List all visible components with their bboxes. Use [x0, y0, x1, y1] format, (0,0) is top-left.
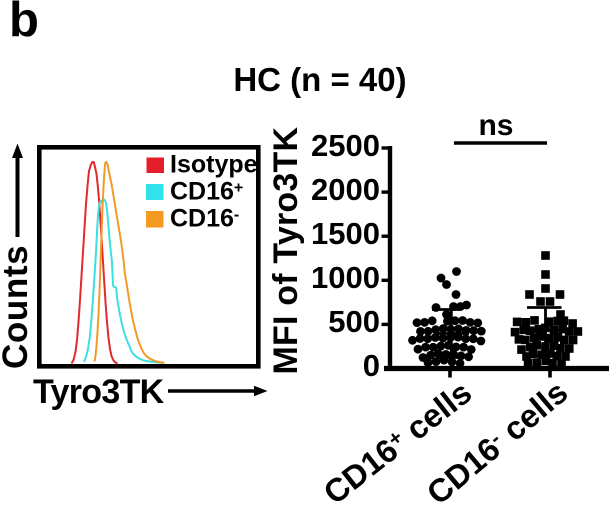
- svg-text:Counts: Counts: [0, 245, 35, 369]
- svg-text:1000: 1000: [311, 260, 380, 295]
- svg-text:2000: 2000: [311, 172, 380, 207]
- svg-text:HC (n = 40): HC (n = 40): [233, 61, 406, 98]
- svg-text:Isotype: Isotype: [170, 151, 258, 179]
- svg-text:CD16+: CD16+: [170, 178, 243, 206]
- svg-text:MFI of Tyro3TK: MFI of Tyro3TK: [267, 127, 305, 375]
- svg-text:500: 500: [328, 304, 380, 339]
- svg-text:1500: 1500: [311, 216, 380, 251]
- svg-text:2500: 2500: [311, 128, 380, 163]
- svg-text:CD16-: CD16-: [170, 205, 239, 233]
- svg-text:b: b: [9, 0, 39, 47]
- svg-text:0: 0: [363, 348, 380, 383]
- svg-text:Tyro3TK: Tyro3TK: [33, 373, 165, 411]
- svg-text:ns: ns: [478, 109, 513, 142]
